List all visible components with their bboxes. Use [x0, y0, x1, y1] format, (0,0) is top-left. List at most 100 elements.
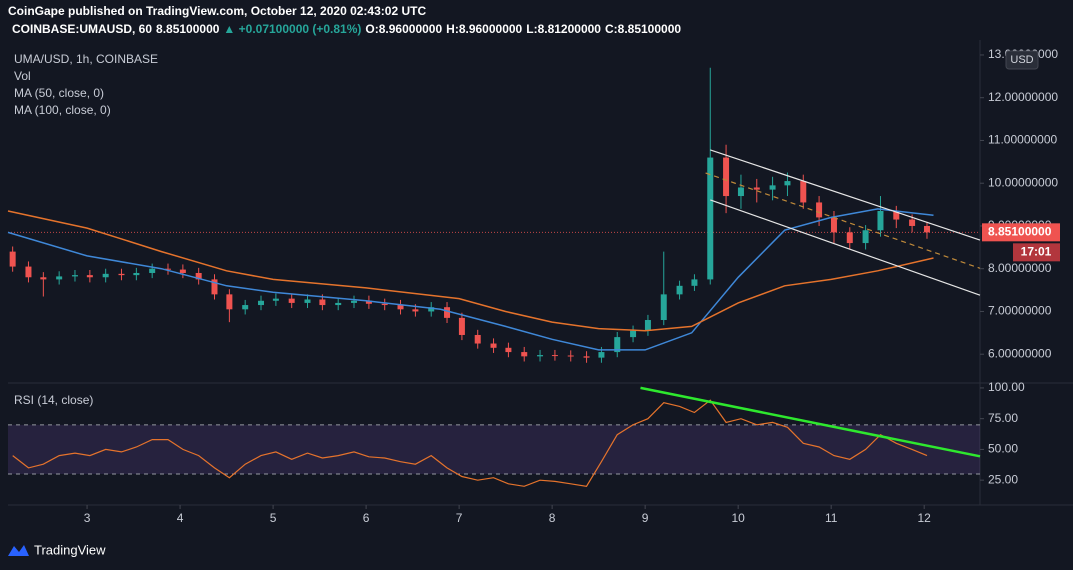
- candle-body: [304, 299, 311, 303]
- x-tick-label: 10: [731, 511, 745, 525]
- ohlc-value: 8.81200000: [538, 22, 602, 36]
- candle-body: [784, 181, 791, 186]
- ohlc-label: O:: [365, 22, 378, 36]
- candle-body: [846, 232, 853, 244]
- candle-body: [288, 298, 295, 303]
- symbol: COINBASE:UMAUSD, 60: [12, 22, 152, 36]
- price: 8.85100000: [156, 22, 220, 36]
- logo-icon: [8, 545, 29, 556]
- x-tick-label: 6: [363, 511, 370, 525]
- ohlc-value: 8.96000000: [459, 22, 523, 36]
- candle-body: [753, 187, 760, 190]
- symbol-line: COINBASE:UMAUSD, 60 8.85100000 ▲ +0.071000…: [12, 22, 681, 36]
- ohlc-label: H:: [446, 22, 459, 36]
- candle-body: [769, 185, 776, 190]
- legend-item: MA (100, close, 0): [14, 103, 111, 117]
- candle-body: [71, 275, 78, 277]
- candle-body: [257, 300, 264, 306]
- candle-body: [211, 279, 218, 295]
- brand: TradingView: [34, 542, 106, 557]
- candle-body: [707, 157, 714, 280]
- candle-body: [335, 302, 342, 306]
- y-tick-label: 6.00000000: [988, 346, 1052, 360]
- candle-body: [537, 355, 544, 357]
- trendline: [705, 172, 981, 269]
- x-tick-label: 9: [642, 511, 649, 525]
- candle-body: [567, 355, 574, 357]
- x-tick-label: 8: [549, 511, 556, 525]
- candle-body: [830, 217, 837, 233]
- candle-body: [412, 309, 419, 312]
- y-tick-label: 11.00000000: [988, 133, 1058, 147]
- x-tick-label: 12: [918, 511, 932, 525]
- rsi-tick-label: 25.00: [988, 472, 1018, 486]
- candle-body: [164, 268, 171, 270]
- x-tick-label: 4: [177, 511, 184, 525]
- candle-body: [474, 334, 481, 344]
- rsi-band: [8, 424, 980, 475]
- candle-body: [691, 279, 698, 286]
- candle-body: [816, 202, 823, 218]
- last-price-tag: [982, 223, 1060, 242]
- candle-body: [598, 352, 605, 358]
- candle-body: [351, 300, 358, 303]
- candle-body: [877, 211, 884, 231]
- candle-body: [242, 305, 249, 310]
- ohlc-label: C:: [605, 22, 618, 36]
- x-tick-label: 3: [84, 511, 91, 525]
- rsi-tick-label: 75.00: [988, 411, 1018, 425]
- rsi-legend: RSI (14, close): [14, 393, 93, 407]
- candle-body: [319, 299, 326, 306]
- publisher: CoinGape published on TradingView.com, O…: [8, 4, 426, 18]
- candle-body: [551, 355, 558, 357]
- candle-body: [365, 300, 372, 304]
- candle-body: [444, 307, 451, 318]
- ohlc-value: 8.96000000: [379, 22, 443, 36]
- last-price-label: 8.85100000: [988, 225, 1052, 239]
- candle-body: [272, 298, 279, 301]
- rsi-line: [12, 399, 928, 487]
- candle-body: [737, 187, 744, 197]
- legend-item: Vol: [14, 69, 31, 83]
- candle-body: [458, 317, 465, 335]
- candle-body: [505, 347, 512, 353]
- x-tick-label: 11: [825, 511, 838, 525]
- currency-button: [1005, 50, 1039, 70]
- legend-item: MA (50, close, 0): [14, 86, 104, 100]
- candle-body: [381, 303, 388, 306]
- candle-body: [118, 273, 125, 276]
- candle-body: [676, 285, 683, 295]
- currency-label: USD: [1010, 54, 1033, 66]
- candle-body: [893, 211, 900, 220]
- candle-body: [86, 275, 93, 278]
- candle-body: [723, 157, 730, 197]
- candle-body: [583, 356, 590, 358]
- y-tick-label: 10.00000000: [988, 175, 1058, 189]
- trendline: [710, 199, 981, 296]
- countdown-tag: [1013, 243, 1060, 262]
- candle-body: [102, 273, 109, 278]
- candle-body: [490, 343, 497, 348]
- y-tick-label: 8.00000000: [988, 261, 1052, 275]
- candle-body: [630, 330, 637, 338]
- ohlc-value: 8.85100000: [618, 22, 682, 36]
- candle-body: [25, 266, 32, 278]
- ohlc-label: L:: [526, 22, 537, 36]
- rsi-tick-label: 100.00: [988, 380, 1025, 394]
- moving-average: [7, 210, 934, 332]
- candle-body: [428, 307, 435, 312]
- candle-body: [644, 320, 651, 331]
- candle-body: [800, 181, 807, 203]
- countdown-label: 17:01: [1021, 245, 1052, 259]
- candle-body: [614, 337, 621, 353]
- candle-body: [179, 269, 186, 273]
- candle-body: [226, 294, 233, 310]
- y-tick-label: 12.00000000: [988, 90, 1058, 104]
- x-tick-label: 5: [270, 511, 277, 525]
- candle-body: [521, 352, 528, 357]
- footer-logo: TradingView: [8, 542, 106, 557]
- candle-body: [195, 272, 202, 280]
- candle-body: [40, 277, 47, 280]
